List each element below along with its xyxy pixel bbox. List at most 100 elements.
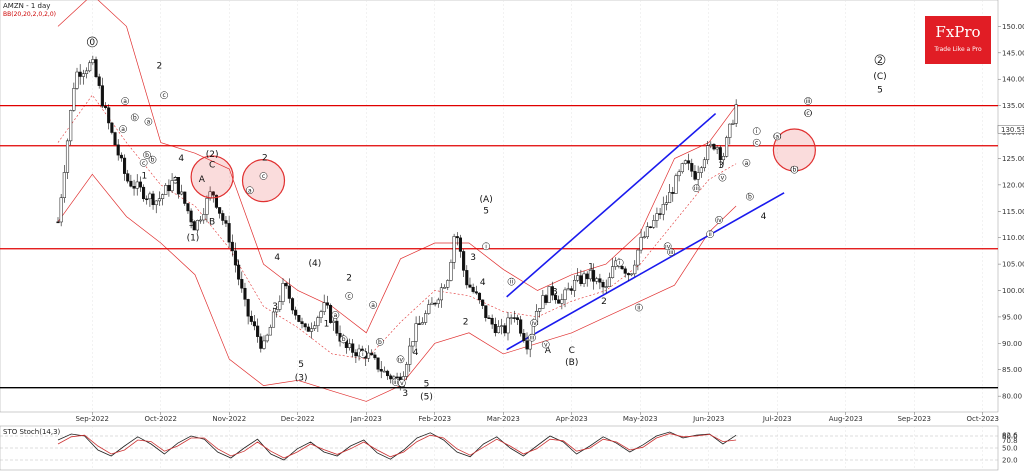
subwave-label: b <box>133 114 137 121</box>
candle-body <box>186 203 190 212</box>
subwave-circle <box>398 379 406 387</box>
subwave-label: (c) <box>804 110 812 117</box>
subwave-label: a <box>334 312 338 319</box>
candle-body <box>487 317 491 319</box>
candle-body <box>661 204 665 215</box>
candle-body <box>569 288 573 291</box>
candle-body <box>148 193 152 200</box>
candle-body <box>550 286 554 296</box>
wave-label: 2 <box>157 62 163 72</box>
subwave-circle <box>144 117 153 126</box>
wave-label: (A) <box>480 195 493 205</box>
wave-label: 3 <box>402 389 408 399</box>
subwave-circle <box>396 355 405 364</box>
candle-body <box>522 333 526 341</box>
y-tick-label: 135.00 <box>1002 102 1024 110</box>
candle-body <box>145 198 149 201</box>
subwave-circle <box>160 91 169 100</box>
candle-body <box>180 191 184 195</box>
subwave-circle <box>345 292 353 300</box>
wave-label: (3) <box>295 373 308 383</box>
subwave-circle <box>139 158 148 167</box>
candle-body <box>199 219 203 222</box>
candle-body <box>652 220 656 228</box>
candle-body <box>541 295 545 309</box>
candle-body <box>731 123 735 125</box>
candle-body <box>595 278 599 282</box>
candle-body <box>471 286 475 292</box>
candle-body <box>94 59 98 78</box>
candle-body <box>591 270 596 282</box>
subwave-label: c <box>262 173 265 180</box>
logo-brand: FxPro <box>935 23 981 41</box>
candle-body <box>161 194 165 199</box>
y-tick-label: 105.00 <box>1002 261 1024 269</box>
candle-body <box>715 147 719 150</box>
subwave-label: iv <box>531 320 537 327</box>
candle-body <box>189 210 193 222</box>
candle-body <box>446 280 450 288</box>
y-tick-label: 100.00 <box>1002 287 1024 295</box>
candle-body <box>699 167 703 173</box>
candle-body <box>151 193 155 206</box>
candle-body <box>424 313 428 323</box>
subwave-circle <box>635 303 643 312</box>
subwave-circle <box>715 215 723 224</box>
candle-body <box>436 299 440 304</box>
subwave-label: a <box>123 98 127 105</box>
candle-body <box>129 180 133 187</box>
subwave-circle <box>339 335 348 344</box>
candle-body <box>382 370 386 373</box>
candle-body <box>84 70 89 74</box>
candle-body <box>553 294 558 301</box>
x-tick-label: Sep-2023 <box>897 415 931 423</box>
x-tick-label: Aug-2023 <box>829 415 863 423</box>
candle-body <box>604 286 608 288</box>
subwave-circle <box>752 127 761 135</box>
candle-body <box>420 322 424 325</box>
candle-body <box>709 143 713 146</box>
candle-body <box>630 273 634 276</box>
candle-body <box>560 299 564 304</box>
candle-body <box>636 249 640 266</box>
wave-label: 1 <box>235 259 241 269</box>
candle-body <box>294 309 298 316</box>
subwave-label: a <box>371 302 375 309</box>
candle-body <box>493 323 497 334</box>
y-axis: 80.00 85.00 90.00 95.00 100.00 105.00 110.00 11… <box>997 23 1024 401</box>
candle-body <box>411 341 415 347</box>
candle-body <box>290 298 295 311</box>
candle-body <box>81 73 85 77</box>
wave-label: A <box>545 346 552 356</box>
wave-label: (2) <box>206 150 219 160</box>
x-tick-label: Dec-2022 <box>281 415 315 423</box>
candle-body <box>373 354 377 359</box>
subwave-label: iv <box>665 243 671 250</box>
candle-body <box>408 345 412 365</box>
subwave-label: c <box>163 92 166 99</box>
candle-body <box>306 326 310 332</box>
subwave-label: (a) <box>773 133 781 140</box>
candle-body <box>262 340 266 349</box>
wave-label: 2 <box>346 273 352 283</box>
subwave-circle <box>143 151 151 159</box>
subwave-circle <box>742 158 751 167</box>
candle-body <box>706 145 710 161</box>
subwave-label: i <box>756 128 758 135</box>
candle-body <box>268 326 272 336</box>
candle-body <box>607 277 611 287</box>
candle-body <box>332 320 336 323</box>
candle-body <box>69 110 73 142</box>
subwave-label: a <box>745 160 749 167</box>
subwave-circle <box>773 132 782 141</box>
subwave-circle <box>331 311 340 319</box>
candle-body <box>211 191 215 196</box>
wave-label: (B) <box>565 358 578 368</box>
candle-body <box>224 220 228 224</box>
candle-body <box>91 59 95 64</box>
x-tick-label: May-2023 <box>623 415 658 423</box>
subwave-label: ii <box>708 231 712 238</box>
x-tick-label: Oct-2022 <box>145 415 177 423</box>
